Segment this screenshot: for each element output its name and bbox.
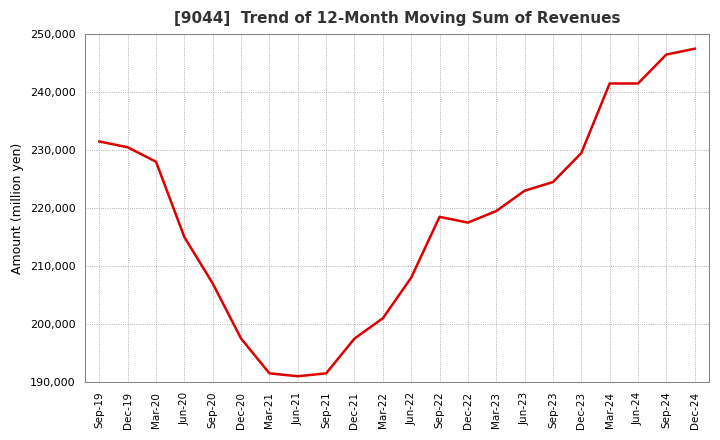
Y-axis label: Amount (million yen): Amount (million yen) — [11, 143, 24, 274]
Title: [9044]  Trend of 12-Month Moving Sum of Revenues: [9044] Trend of 12-Month Moving Sum of R… — [174, 11, 620, 26]
